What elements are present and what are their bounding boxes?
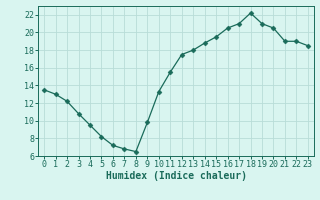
X-axis label: Humidex (Indice chaleur): Humidex (Indice chaleur) <box>106 171 246 181</box>
